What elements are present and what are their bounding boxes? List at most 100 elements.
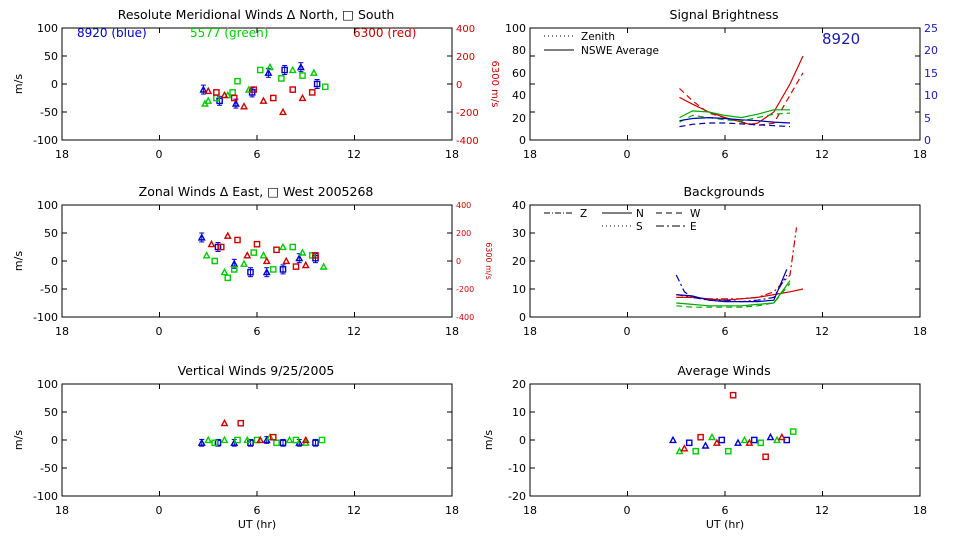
data-point xyxy=(247,268,254,276)
ytick: -100 xyxy=(33,134,58,147)
data-point xyxy=(204,86,213,95)
ytick-right: 200 xyxy=(456,52,475,63)
data-point xyxy=(199,85,208,93)
ytick: 50 xyxy=(44,50,58,63)
xtick: 12 xyxy=(347,148,361,161)
data-point xyxy=(279,242,287,251)
panel-brightness: Signal Brightness Zenith NSWE Average 89… xyxy=(505,7,938,161)
ytick: 0 xyxy=(519,434,526,447)
plot-frame xyxy=(61,27,453,141)
data-point xyxy=(250,86,258,93)
ytick: 0 xyxy=(519,311,526,324)
ytick: -20 xyxy=(508,490,526,503)
ytick: 100 xyxy=(37,378,58,391)
data-point xyxy=(740,435,749,444)
ytick: 100 xyxy=(37,199,58,212)
data-point xyxy=(301,435,310,444)
xtick: 18 xyxy=(445,325,459,338)
panel-title: Vertical Winds 9/25/2005 xyxy=(178,363,335,378)
y-axis-label-right: 6300 m/s xyxy=(484,242,493,280)
data-point xyxy=(701,441,710,449)
data-point xyxy=(318,436,326,444)
data-point xyxy=(279,439,287,447)
ytick-right: -400 xyxy=(456,313,474,322)
data-point xyxy=(292,436,300,444)
data-point xyxy=(266,62,274,71)
data-point xyxy=(220,435,229,444)
data-point xyxy=(718,436,726,444)
data-point xyxy=(312,439,319,447)
plot-area-brightness xyxy=(529,27,921,141)
legend-S: S xyxy=(636,221,643,233)
data-point xyxy=(243,435,252,444)
data-point xyxy=(262,256,271,265)
data-point xyxy=(256,435,265,444)
data-point xyxy=(250,249,258,256)
xtick: 18 xyxy=(445,148,459,161)
data-point xyxy=(685,439,693,447)
legend-zenith: Zenith xyxy=(581,31,615,43)
series-line xyxy=(679,122,791,128)
data-point xyxy=(211,257,219,265)
data-point xyxy=(757,439,765,447)
data-point xyxy=(273,439,280,447)
panel-meridional: Resolute Meridional Winds Δ North, □ Sou… xyxy=(12,7,500,161)
xtick: 18 xyxy=(445,504,459,517)
series-line xyxy=(679,109,790,119)
xtick: 18 xyxy=(913,504,927,517)
xtick: 12 xyxy=(347,504,361,517)
series-line xyxy=(679,112,791,123)
data-point xyxy=(213,89,220,96)
data-point xyxy=(789,428,797,435)
series-line xyxy=(679,72,804,127)
xtick: 12 xyxy=(815,148,829,161)
panel-title: Backgrounds xyxy=(683,184,764,199)
panel-vertical: Vertical Winds 9/25/2005 100 50 0 -50 -1… xyxy=(12,363,459,531)
ytick: 100 xyxy=(37,22,58,35)
data-point xyxy=(289,86,297,93)
ytick-right: 10 xyxy=(924,89,938,102)
data-point xyxy=(321,83,329,91)
y-axis-label: m/s xyxy=(12,430,25,450)
ytick-right: 400 xyxy=(456,201,471,210)
series-line xyxy=(676,269,788,303)
xtick: 0 xyxy=(156,325,163,338)
legend-avg: NSWE Average xyxy=(581,45,659,57)
data-point xyxy=(240,259,248,267)
data-point xyxy=(313,80,321,88)
data-point xyxy=(223,231,232,239)
data-point xyxy=(298,93,307,102)
data-point xyxy=(204,96,213,104)
data-point xyxy=(234,436,241,444)
ytick: 0 xyxy=(51,434,58,447)
data-point xyxy=(299,72,306,79)
ytick: -10 xyxy=(508,462,526,475)
xtick: 18 xyxy=(55,504,69,517)
xtick: 0 xyxy=(156,504,163,517)
xtick: 6 xyxy=(722,504,729,517)
ytick: 50 xyxy=(44,406,58,419)
plot-frame xyxy=(61,204,453,318)
xtick: 18 xyxy=(913,325,927,338)
ytick-right: 25 xyxy=(924,22,938,35)
data-point xyxy=(724,447,732,455)
plot-area-vertical xyxy=(61,383,453,497)
ytick: -100 xyxy=(33,490,58,503)
ytick-right: 15 xyxy=(924,67,938,80)
xtick: 0 xyxy=(624,148,631,161)
ytick-right: -400 xyxy=(456,136,479,147)
series-line xyxy=(676,283,791,308)
data-point xyxy=(309,68,318,76)
xtick: 18 xyxy=(523,504,537,517)
ytick-right: 0 xyxy=(924,134,931,147)
xtick: 12 xyxy=(347,325,361,338)
ytick: -50 xyxy=(40,106,58,119)
y-axis-label: m/s xyxy=(12,74,25,94)
panel-title: Signal Brightness xyxy=(670,7,779,22)
data-point xyxy=(230,266,238,273)
legend-8920: 8920 (blue) xyxy=(77,26,147,40)
xtick: 12 xyxy=(815,504,829,517)
ytick-right: 400 xyxy=(456,24,475,35)
data-point xyxy=(244,85,253,93)
data-point xyxy=(762,453,769,461)
